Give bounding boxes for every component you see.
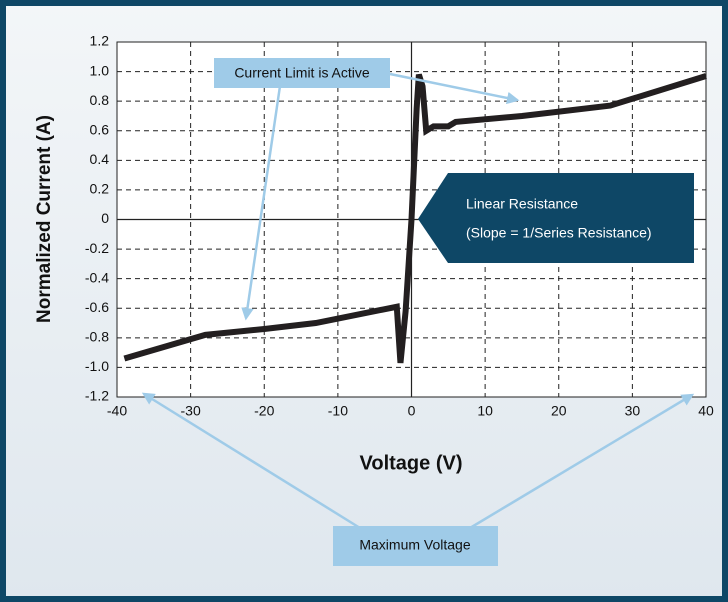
annotation: (Slope = 1/Series Resistance) xyxy=(466,225,652,241)
y-tick-label: 0.6 xyxy=(90,121,110,137)
arrow xyxy=(389,72,520,105)
y-tick-label: -0.4 xyxy=(85,269,109,285)
x-axis-label: Voltage (V) xyxy=(360,452,463,474)
x-tick-label: 10 xyxy=(477,403,493,419)
y-tick-label: 0 xyxy=(101,210,109,226)
x-tick-label: 40 xyxy=(698,403,714,419)
x-tick-label: -40 xyxy=(107,403,127,419)
y-tick-label: 0.8 xyxy=(90,92,110,108)
y-tick-label: 1.2 xyxy=(90,33,110,49)
y-tick-label: 0.4 xyxy=(90,151,110,167)
arrow xyxy=(141,392,361,530)
y-tick-label: -0.2 xyxy=(85,240,109,256)
annotation: Linear Resistance xyxy=(466,196,578,212)
x-tick-label: -20 xyxy=(254,403,274,419)
annotation-box xyxy=(333,526,498,566)
y-tick-label: -1.0 xyxy=(85,358,109,374)
y-tick-label: -0.8 xyxy=(85,329,109,345)
x-tick-label: -10 xyxy=(328,403,348,419)
y-tick-label: -1.2 xyxy=(85,388,109,404)
x-tick-label: 0 xyxy=(408,403,416,419)
x-tick-label: 30 xyxy=(625,403,641,419)
x-tick-label: 20 xyxy=(551,403,567,419)
arrow xyxy=(469,393,695,530)
y-axis-label: Normalized Current (A) xyxy=(34,115,55,323)
x-tick-label: -30 xyxy=(181,403,201,419)
annotation: Maximum Voltage xyxy=(359,537,470,553)
line xyxy=(123,73,707,364)
annotation-box xyxy=(214,58,390,88)
annotation: Current Limit is Active xyxy=(234,65,370,81)
arrow xyxy=(241,85,282,321)
annotation-box xyxy=(418,173,694,263)
y-tick-label: 0.2 xyxy=(90,181,110,197)
y-tick-label: -0.6 xyxy=(85,299,109,315)
y-tick-label: 1.0 xyxy=(90,62,110,78)
